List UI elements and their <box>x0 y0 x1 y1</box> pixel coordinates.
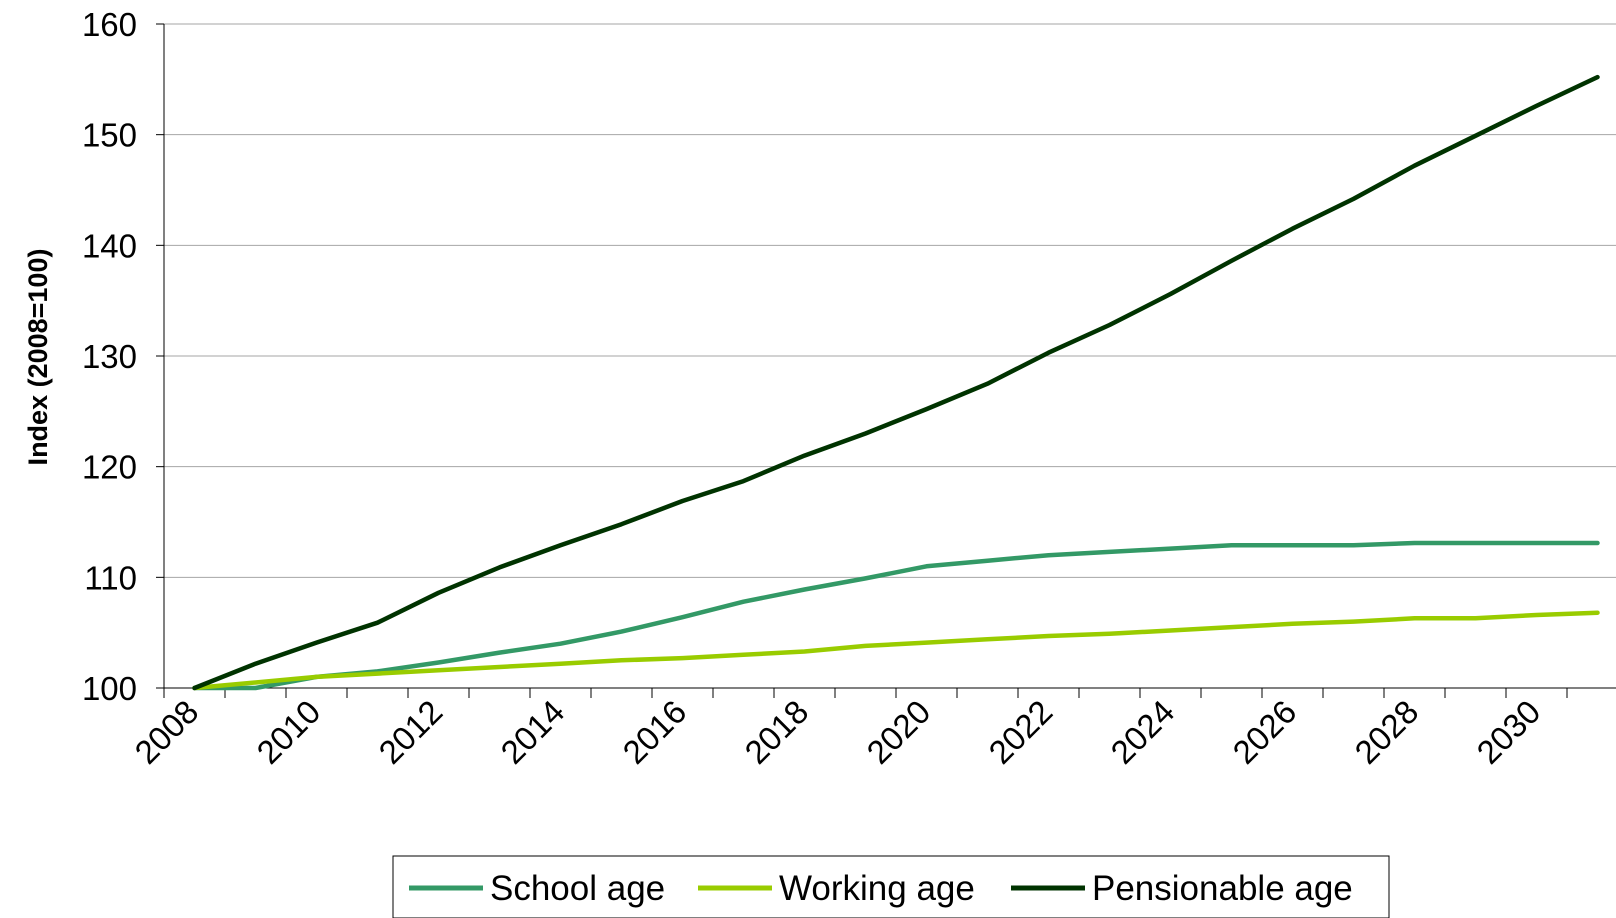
x-tick-label: 2024 <box>1103 693 1181 771</box>
x-tick-label: 2010 <box>249 693 327 771</box>
y-tick-label: 100 <box>82 670 137 707</box>
x-tick-label: 2014 <box>493 693 571 771</box>
y-tick-label: 130 <box>82 338 137 375</box>
x-tick-label: 2018 <box>737 693 815 771</box>
legend-box <box>392 855 1390 918</box>
y-axis-title: Index (2008=100) <box>23 249 53 466</box>
x-tick-label: 2008 <box>127 693 205 771</box>
y-axis-tick-labels: 100 110 120 130 140 150 160 <box>82 6 137 707</box>
y-tick-label: 120 <box>82 449 137 486</box>
x-tick-label: 2016 <box>615 693 693 771</box>
y-tick-label: 160 <box>82 6 137 43</box>
legend: School age Working age Pensionable age <box>392 855 1390 918</box>
series-line-school-age <box>192 540 1600 691</box>
y-tick-label: 110 <box>84 559 137 596</box>
y-tick-label: 150 <box>82 117 137 154</box>
x-tick-label: 2022 <box>981 693 1059 771</box>
legend-label: School age <box>490 869 665 908</box>
series-lines <box>192 74 1600 691</box>
series-line-working-age <box>192 610 1600 691</box>
x-tick-label: 2012 <box>371 693 449 771</box>
x-tick-label: 2026 <box>1225 693 1303 771</box>
x-tick-label: 2020 <box>859 693 937 771</box>
gridlines <box>164 23 1616 578</box>
series-line-pensionable-age <box>192 74 1600 691</box>
y-tick-label: 140 <box>82 227 137 264</box>
x-axis-tick-labels: 2008 2010 2012 2014 2016 2018 2020 2022 2024 2026… <box>127 693 1547 771</box>
axes <box>156 23 1616 698</box>
x-tick-label: 2030 <box>1469 693 1547 771</box>
legend-label: Working age <box>779 869 975 908</box>
x-tick-label: 2028 <box>1347 693 1425 771</box>
legend-label: Pensionable age <box>1092 869 1353 908</box>
